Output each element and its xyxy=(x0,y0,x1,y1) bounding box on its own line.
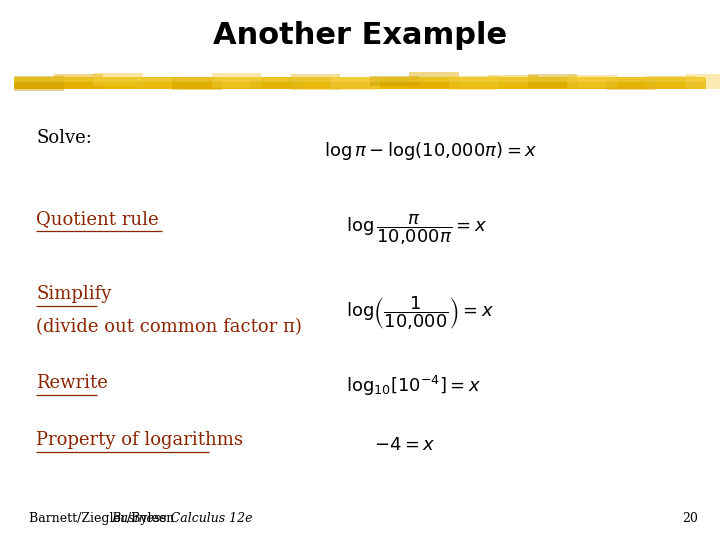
Bar xyxy=(212,72,261,87)
Bar xyxy=(370,76,419,86)
Text: Quotient rule: Quotient rule xyxy=(36,210,158,228)
Bar xyxy=(488,75,538,86)
Text: $\log_{10}\!\left[ 10^{-4} \right] = x$: $\log_{10}\!\left[ 10^{-4} \right] = x$ xyxy=(346,374,481,398)
Bar xyxy=(94,72,143,86)
Text: 20: 20 xyxy=(683,512,698,525)
Text: $\log \pi - \log (10{,}000\pi ) = x$: $\log \pi - \log (10{,}000\pi ) = x$ xyxy=(324,140,538,162)
Bar xyxy=(686,74,720,89)
Bar xyxy=(449,77,498,90)
Text: Simplify: Simplify xyxy=(36,285,112,303)
Bar xyxy=(647,76,696,89)
Text: Solve:: Solve: xyxy=(36,129,92,147)
Text: Another Example: Another Example xyxy=(213,21,507,50)
Bar xyxy=(528,74,577,89)
Bar xyxy=(172,77,222,90)
Bar xyxy=(291,74,341,90)
Bar xyxy=(330,77,379,90)
Bar xyxy=(14,77,706,89)
Bar xyxy=(607,77,656,90)
Text: $\log \dfrac{\pi}{10{,}000\pi} = x$: $\log \dfrac{\pi}{10{,}000\pi} = x$ xyxy=(346,212,487,247)
Text: Business Calculus 12e: Business Calculus 12e xyxy=(112,512,253,525)
Bar xyxy=(567,75,617,87)
Bar xyxy=(133,78,182,89)
Bar xyxy=(54,75,103,89)
Text: $-4 = x$: $-4 = x$ xyxy=(374,436,436,455)
Text: Property of logarithms: Property of logarithms xyxy=(36,431,243,449)
Text: (divide out common factor π): (divide out common factor π) xyxy=(36,318,302,336)
Text: Rewrite: Rewrite xyxy=(36,374,108,393)
Bar xyxy=(14,77,706,82)
Bar xyxy=(410,72,459,88)
Text: Barnett/Ziegler/Byleen: Barnett/Ziegler/Byleen xyxy=(29,512,178,525)
Bar xyxy=(251,78,301,89)
Text: $\log \!\left( \dfrac{1}{10{,}000} \right) = x$: $\log \!\left( \dfrac{1}{10{,}000} \righ… xyxy=(346,294,494,332)
Bar xyxy=(14,76,64,91)
